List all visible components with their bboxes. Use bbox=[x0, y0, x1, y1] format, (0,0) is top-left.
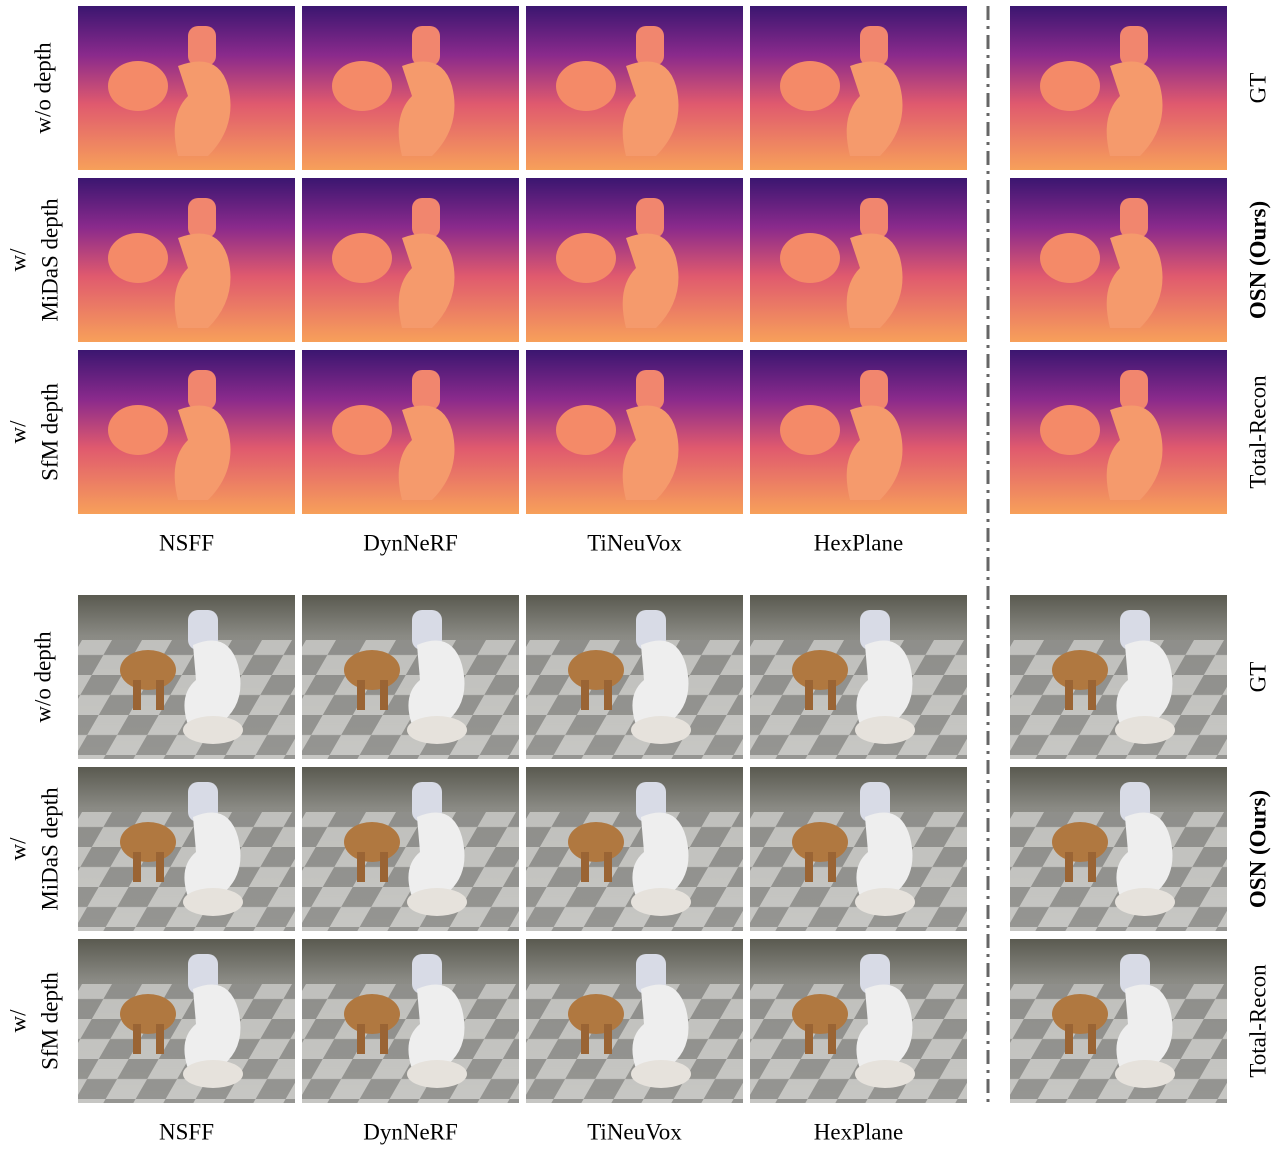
depth-image bbox=[750, 350, 967, 514]
row-label: w/ bbox=[5, 420, 30, 444]
depth-reference-image bbox=[1010, 6, 1227, 170]
column-label: HexPlane bbox=[814, 1119, 903, 1144]
figure: w/o depth GT w/MiDaS depth OSN (Ours) w/SfM … bbox=[0, 0, 1285, 1152]
rgb-image bbox=[78, 595, 295, 759]
column-label: TiNeuVox bbox=[587, 1119, 682, 1144]
reference-label: OSN (Ours) bbox=[1245, 790, 1270, 908]
reference-label: GT bbox=[1245, 662, 1270, 693]
row-label: MiDaS depth bbox=[37, 198, 62, 322]
rgb-image bbox=[526, 767, 743, 931]
column-label: NSFF bbox=[159, 1119, 214, 1144]
depth-image bbox=[302, 6, 519, 170]
reference-label: OSN (Ours) bbox=[1245, 201, 1270, 319]
rgb-image bbox=[302, 595, 519, 759]
rgb-image bbox=[750, 595, 967, 759]
depth-image bbox=[526, 178, 743, 342]
row-label: w/o depth bbox=[30, 42, 55, 134]
column-label: HexPlane bbox=[814, 530, 903, 555]
depth-image bbox=[526, 6, 743, 170]
depth-image bbox=[302, 178, 519, 342]
column-label: DynNeRF bbox=[363, 530, 458, 555]
depth-reference-image bbox=[1010, 178, 1227, 342]
rgb-image bbox=[78, 767, 295, 931]
reference-label: Total-Recon bbox=[1245, 375, 1270, 489]
row-label: w/o depth bbox=[30, 631, 55, 723]
row-label: SfM depth bbox=[37, 972, 62, 1070]
depth-image bbox=[78, 178, 295, 342]
rgb-image bbox=[750, 767, 967, 931]
depth-image bbox=[526, 350, 743, 514]
row-label: SfM depth bbox=[37, 383, 62, 481]
depth-image bbox=[78, 6, 295, 170]
row-label: w/ bbox=[5, 1009, 30, 1033]
row-label: w/ bbox=[5, 248, 30, 272]
rgb-image bbox=[526, 595, 743, 759]
row-label: w/ bbox=[5, 837, 30, 861]
depth-reference-image bbox=[1010, 350, 1227, 514]
depth-image bbox=[750, 6, 967, 170]
depth-image bbox=[302, 350, 519, 514]
rgb-reference-image bbox=[1010, 767, 1227, 931]
depth-image bbox=[78, 350, 295, 514]
rgb-image bbox=[302, 767, 519, 931]
reference-label: GT bbox=[1245, 73, 1270, 104]
rgb-image bbox=[78, 939, 295, 1103]
column-label: TiNeuVox bbox=[587, 530, 682, 555]
rgb-image bbox=[526, 939, 743, 1103]
rgb-reference-image bbox=[1010, 595, 1227, 759]
column-label: DynNeRF bbox=[363, 1119, 458, 1144]
column-label: NSFF bbox=[159, 530, 214, 555]
row-label: MiDaS depth bbox=[37, 787, 62, 911]
depth-image bbox=[750, 178, 967, 342]
rgb-image bbox=[750, 939, 967, 1103]
rgb-image bbox=[302, 939, 519, 1103]
rgb-reference-image bbox=[1010, 939, 1227, 1103]
reference-label: Total-Recon bbox=[1245, 964, 1270, 1078]
